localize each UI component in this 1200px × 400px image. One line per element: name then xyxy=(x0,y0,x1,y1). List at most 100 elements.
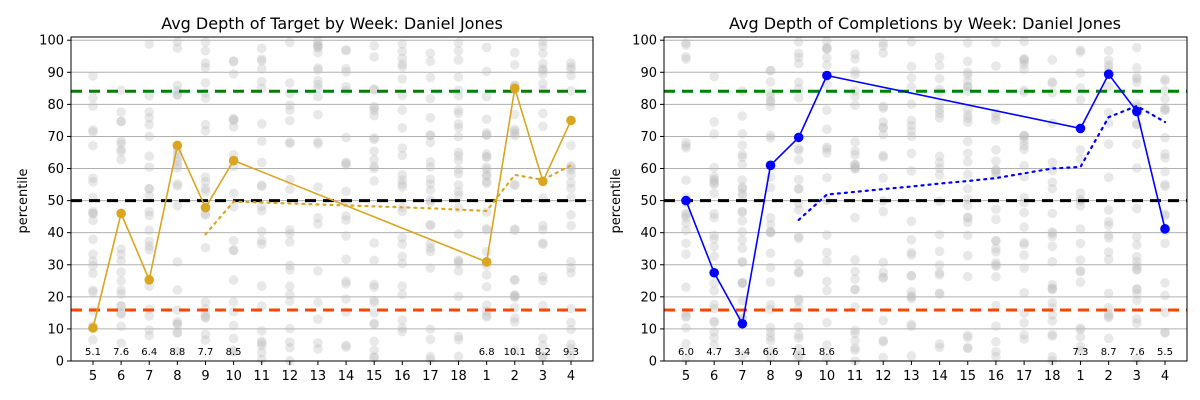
background-dot xyxy=(906,293,917,304)
background-dot xyxy=(793,333,804,343)
background-dot xyxy=(934,170,945,180)
data-point xyxy=(144,275,155,285)
background-dot xyxy=(1019,36,1029,47)
background-dot xyxy=(765,248,776,259)
background-dot xyxy=(934,229,945,240)
background-dot xyxy=(737,207,748,217)
y-tick-label: 0 xyxy=(56,355,64,370)
background-dot xyxy=(88,208,98,219)
background-dot xyxy=(765,322,776,333)
background-dot xyxy=(737,257,748,268)
background-dot xyxy=(285,115,295,126)
background-dot xyxy=(1132,284,1142,295)
background-dot xyxy=(1075,224,1086,234)
background-dot xyxy=(256,336,267,347)
background-dot xyxy=(991,165,1001,176)
background-dot xyxy=(313,42,323,53)
background-dot xyxy=(341,132,351,143)
background-dot xyxy=(313,91,323,102)
background-dot xyxy=(962,104,973,115)
background-dot xyxy=(737,188,748,199)
background-dot xyxy=(709,317,719,328)
background-dot xyxy=(793,174,804,185)
background-dot xyxy=(425,130,436,140)
background-dot xyxy=(765,227,776,238)
count-label: 10.1 xyxy=(504,347,526,358)
background-dot xyxy=(256,54,267,64)
background-dot xyxy=(906,291,917,302)
background-dot xyxy=(1075,265,1086,276)
background-dot xyxy=(765,226,776,237)
background-dot xyxy=(681,312,691,323)
background-dot xyxy=(878,206,889,217)
background-dot xyxy=(116,301,126,311)
background-dot xyxy=(878,173,889,183)
background-dot xyxy=(144,225,155,235)
background-dot xyxy=(962,156,973,167)
count-label: 5.5 xyxy=(1157,347,1173,358)
background-dot xyxy=(934,268,945,278)
background-dot xyxy=(1075,238,1086,249)
background-dot xyxy=(1075,323,1086,334)
background-dot xyxy=(1103,220,1114,231)
background-dot xyxy=(906,61,917,72)
background-dot xyxy=(285,100,295,111)
background-dot xyxy=(934,151,945,162)
background-dot xyxy=(1103,230,1114,240)
background-dot xyxy=(481,312,492,322)
background-dot xyxy=(200,335,211,345)
background-dot xyxy=(991,247,1001,257)
background-dot xyxy=(991,347,1001,357)
background-dot xyxy=(566,343,576,354)
background-dot xyxy=(878,117,889,127)
background-dot xyxy=(962,113,973,123)
background-dot xyxy=(991,115,1001,126)
y-tick-label: 60 xyxy=(640,162,657,177)
count-label: 4.7 xyxy=(706,347,722,358)
background-dot xyxy=(934,339,945,349)
background-dot xyxy=(341,157,351,168)
background-dot xyxy=(228,114,239,125)
background-dot xyxy=(313,213,323,223)
background-dot xyxy=(425,195,436,205)
background-dot xyxy=(285,78,295,88)
background-dot xyxy=(256,354,267,365)
background-dot xyxy=(369,352,379,363)
background-dot xyxy=(566,162,576,173)
background-dot xyxy=(906,82,917,92)
background-dot xyxy=(1103,107,1114,118)
background-dot xyxy=(313,139,323,149)
background-dot xyxy=(116,116,126,127)
background-dot xyxy=(878,336,889,347)
x-tick-label: 1 xyxy=(483,369,491,384)
background-dot xyxy=(285,265,295,275)
background-dot xyxy=(369,176,379,186)
background-dot xyxy=(737,182,748,193)
background-dot xyxy=(934,342,945,353)
background-dot xyxy=(172,305,183,315)
background-dot xyxy=(200,313,211,323)
background-dot xyxy=(1047,241,1058,252)
background-dot xyxy=(369,134,379,145)
background-dot xyxy=(369,84,379,95)
y-tick-label: 90 xyxy=(47,66,64,81)
data-point xyxy=(538,176,548,187)
background-dot xyxy=(200,186,211,197)
background-dot xyxy=(144,236,155,247)
background-dot xyxy=(1019,59,1029,69)
background-dot xyxy=(709,117,719,127)
background-dot xyxy=(481,152,492,162)
background-dot xyxy=(425,220,436,231)
background-dot xyxy=(200,93,211,104)
background-dot xyxy=(709,129,719,139)
background-dot xyxy=(172,80,183,91)
background-dot xyxy=(709,299,719,310)
background-dot xyxy=(538,64,548,74)
background-dot xyxy=(453,258,464,269)
background-dot xyxy=(1103,288,1114,299)
background-dot xyxy=(256,76,267,87)
background-dot xyxy=(1075,324,1086,335)
background-dot xyxy=(681,143,691,153)
background-dot xyxy=(906,131,917,142)
background-dot xyxy=(709,241,719,252)
